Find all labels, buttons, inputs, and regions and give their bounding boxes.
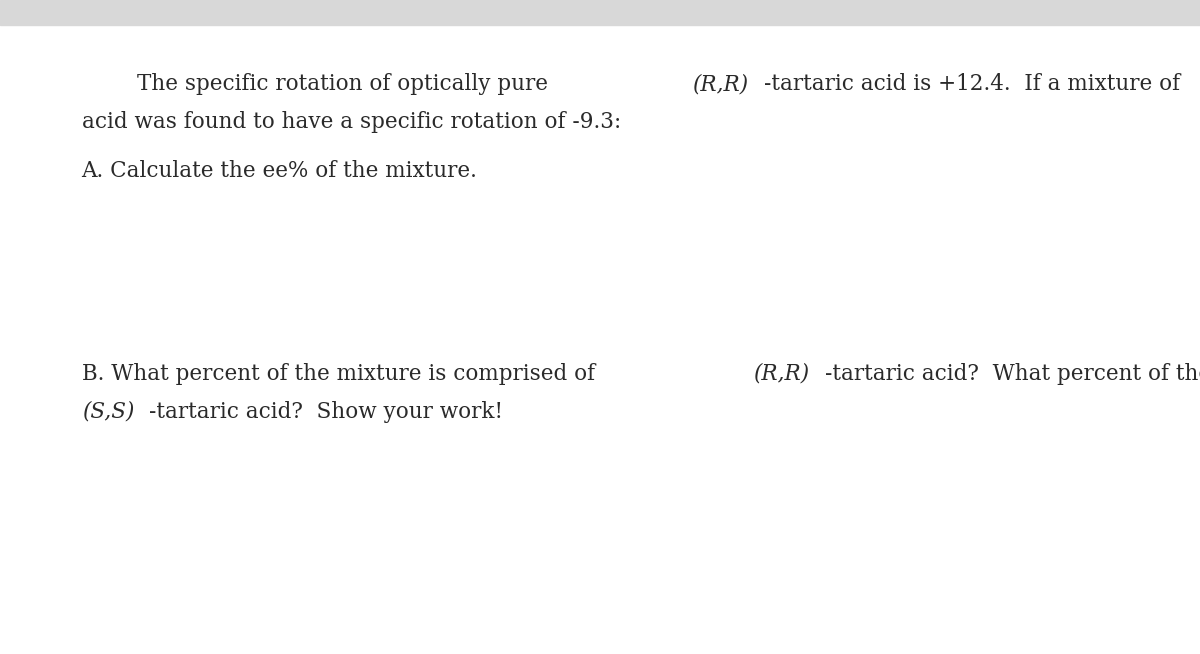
Text: (S,S): (S,S) bbox=[82, 401, 134, 423]
Text: acid was found to have a specific rotation of -9.3:: acid was found to have a specific rotati… bbox=[82, 111, 620, 133]
Text: A. Calculate the ee% of the mixture.: A. Calculate the ee% of the mixture. bbox=[82, 160, 478, 182]
Text: -tartaric acid?  What percent of the mixture is comprised of: -tartaric acid? What percent of the mixt… bbox=[824, 363, 1200, 385]
Text: -tartaric acid is +12.4.  If a mixture of: -tartaric acid is +12.4. If a mixture of bbox=[764, 73, 1187, 95]
Text: (R,R): (R,R) bbox=[752, 363, 809, 385]
Text: -tartaric acid?  Show your work!: -tartaric acid? Show your work! bbox=[149, 401, 503, 423]
Text: B. What percent of the mixture is comprised of: B. What percent of the mixture is compri… bbox=[82, 363, 601, 385]
Text: (R,R): (R,R) bbox=[691, 73, 748, 95]
Text: The specific rotation of optically pure: The specific rotation of optically pure bbox=[82, 73, 554, 95]
Bar bbox=[0, 0, 1200, 25]
